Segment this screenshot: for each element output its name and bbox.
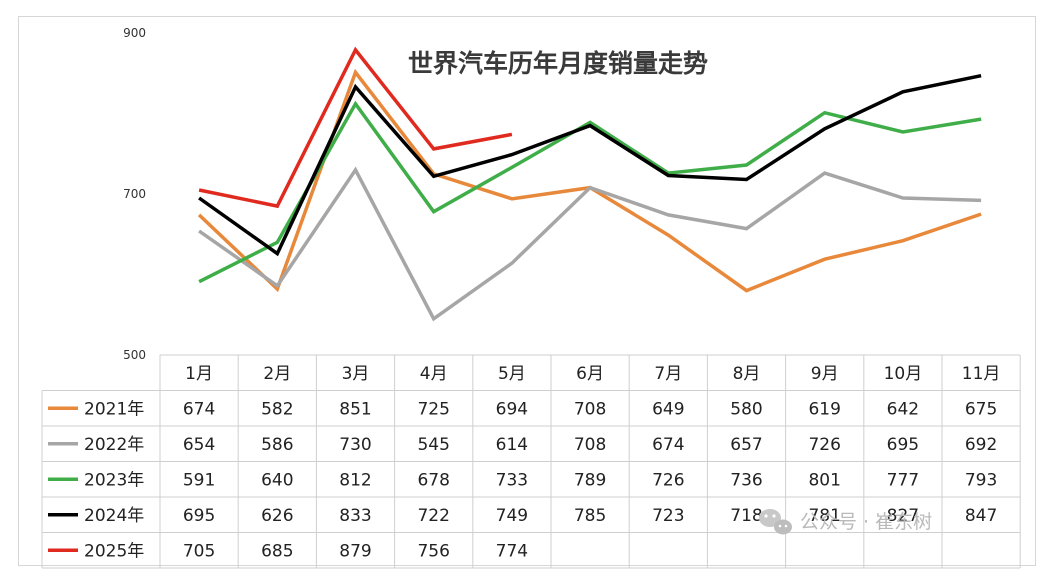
category-label: 9月 <box>811 364 839 384</box>
data-cell: 827 <box>887 506 919 526</box>
data-cell: 654 <box>183 435 215 455</box>
wechat-icon <box>759 509 792 535</box>
data-cell: 708 <box>574 435 606 455</box>
data-cell: 726 <box>652 470 684 490</box>
data-cell: 649 <box>652 399 684 419</box>
category-label: 6月 <box>576 364 604 384</box>
data-cell: 685 <box>261 541 293 561</box>
data-cell: 694 <box>496 399 528 419</box>
data-cell: 619 <box>808 399 840 419</box>
category-label: 3月 <box>342 364 370 384</box>
data-table: 1月 2月 3月 4月 5月 6月 7月 8月 9月 10月 11月 2021年 674 582 851 72… <box>41 354 1021 569</box>
data-cell: 801 <box>808 470 840 490</box>
series-line-2024年 <box>198 73 982 257</box>
category-label: 2月 <box>263 364 291 384</box>
data-cell: 580 <box>730 399 762 419</box>
data-cell: 847 <box>965 506 997 526</box>
legend-label: 2022年 <box>84 435 144 455</box>
data-cell: 705 <box>183 541 215 561</box>
data-cell: 675 <box>965 399 997 419</box>
series-line-2025年 <box>198 46 513 209</box>
y-axis-ticks: 900 700 500 <box>123 26 146 362</box>
data-cell: 879 <box>339 541 371 561</box>
data-cell: 582 <box>261 399 293 419</box>
y-tick-label: 500 <box>123 348 146 362</box>
data-cell: 626 <box>261 506 293 526</box>
category-label: 10月 <box>884 364 923 384</box>
data-cell: 781 <box>808 506 840 526</box>
data-cell: 793 <box>965 470 997 490</box>
data-cell: 777 <box>887 470 919 490</box>
data-cell: 730 <box>339 435 371 455</box>
legend-label: 2023年 <box>84 470 144 490</box>
data-cell: 674 <box>652 435 684 455</box>
series-line-2022年 <box>198 166 982 322</box>
legend-label: 2024年 <box>84 506 144 526</box>
data-cell: 586 <box>261 435 293 455</box>
data-cell: 708 <box>574 399 606 419</box>
watermark: 公众号 · 崔东树 <box>759 509 932 535</box>
series-lines <box>197 46 982 322</box>
data-cell: 718 <box>730 506 762 526</box>
category-label: 5月 <box>498 364 526 384</box>
data-cell: 756 <box>417 541 449 561</box>
data-cell: 722 <box>417 506 449 526</box>
data-cell: 812 <box>339 470 371 490</box>
data-cell: 591 <box>183 470 215 490</box>
data-cell: 833 <box>339 506 371 526</box>
data-cell: 851 <box>339 399 371 419</box>
watermark-text: 公众号 · 崔东树 <box>800 511 932 533</box>
data-cell: 614 <box>496 435 528 455</box>
data-cell: 725 <box>417 399 449 419</box>
data-cell: 674 <box>183 399 215 419</box>
category-label: 8月 <box>733 364 761 384</box>
series-line-2021年 <box>197 68 982 293</box>
data-cell: 692 <box>965 435 997 455</box>
data-cell: 640 <box>261 470 293 490</box>
category-label: 1月 <box>185 364 213 384</box>
data-cell: 678 <box>417 470 449 490</box>
data-cell: 695 <box>183 506 215 526</box>
data-cell: 695 <box>887 435 919 455</box>
data-cell: 657 <box>730 435 762 455</box>
category-label: 4月 <box>420 364 448 384</box>
category-label: 7月 <box>654 364 682 384</box>
data-cell: 774 <box>496 541 528 561</box>
data-cell: 545 <box>417 435 449 455</box>
data-cell: 733 <box>496 470 528 490</box>
data-cell: 723 <box>652 506 684 526</box>
legend-label: 2025年 <box>84 541 144 561</box>
data-cell: 736 <box>730 470 762 490</box>
data-cell: 749 <box>496 506 528 526</box>
data-cell: 785 <box>574 506 606 526</box>
y-tick-label: 900 <box>123 26 146 40</box>
y-tick-label: 700 <box>123 187 146 201</box>
data-cell: 642 <box>887 399 919 419</box>
legend-label: 2021年 <box>84 399 144 419</box>
category-label: 11月 <box>962 364 1001 384</box>
data-cell: 726 <box>808 435 840 455</box>
data-cell: 789 <box>574 470 606 490</box>
chart-title: 世界汽车历年月度销量走势 <box>408 49 708 78</box>
series-line-2023年 <box>198 100 982 284</box>
